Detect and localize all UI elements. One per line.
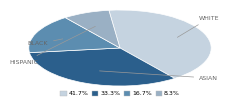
Wedge shape [30, 48, 175, 86]
Wedge shape [65, 10, 120, 48]
Wedge shape [109, 10, 211, 78]
Text: BLACK: BLACK [28, 39, 63, 46]
Legend: 41.7%, 33.3%, 16.7%, 8.3%: 41.7%, 33.3%, 16.7%, 8.3% [58, 88, 182, 99]
Text: WHITE: WHITE [177, 16, 220, 37]
Wedge shape [29, 18, 120, 53]
Text: HISPANIC: HISPANIC [9, 26, 95, 64]
Text: ASIAN: ASIAN [100, 71, 218, 80]
